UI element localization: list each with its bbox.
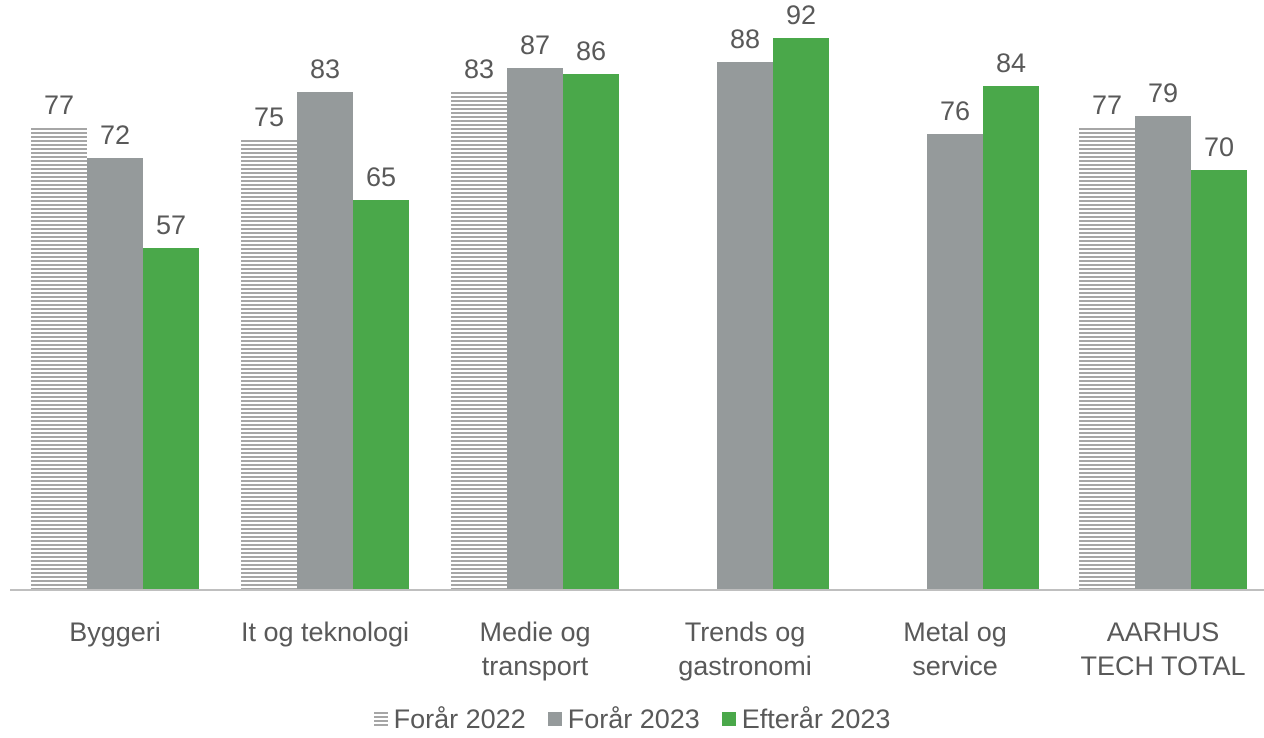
bars-layer bbox=[31, 38, 1247, 590]
legend-label: Efterår 2023 bbox=[741, 703, 891, 734]
bar-top-edge bbox=[241, 140, 297, 142]
bar-top-edge bbox=[451, 92, 507, 94]
bar bbox=[927, 134, 983, 590]
value-label: 77 bbox=[1092, 90, 1122, 120]
legend: Forår 2022 Forår 2023 Efterår 2023 bbox=[0, 700, 1264, 738]
value-label: 86 bbox=[576, 36, 606, 66]
category-label-line: service bbox=[912, 651, 998, 681]
legend-swatch bbox=[721, 712, 736, 726]
bar-top-edge bbox=[1079, 128, 1135, 130]
bar bbox=[563, 74, 619, 590]
bar bbox=[773, 38, 829, 590]
legend-label: Forår 2023 bbox=[567, 703, 700, 734]
bar bbox=[717, 62, 773, 590]
bar bbox=[1135, 116, 1191, 590]
bar-top-edge bbox=[31, 128, 87, 130]
bar bbox=[143, 248, 199, 590]
value-label: 77 bbox=[44, 90, 74, 120]
category-label-line: Byggeri bbox=[69, 617, 161, 647]
value-label: 57 bbox=[156, 210, 186, 240]
value-label: 84 bbox=[996, 48, 1026, 78]
bar bbox=[983, 86, 1039, 590]
value-label: 83 bbox=[464, 54, 494, 84]
category-label-line: TECH TOTAL bbox=[1080, 651, 1245, 681]
legend-swatch bbox=[373, 712, 388, 726]
legend-item: Forår 2022 bbox=[373, 703, 526, 735]
category-label-line: Medie og bbox=[479, 617, 590, 647]
category-label-line: AARHUS bbox=[1107, 617, 1220, 647]
bar bbox=[241, 140, 297, 590]
value-label: 72 bbox=[100, 120, 130, 150]
bar bbox=[31, 128, 87, 590]
value-label: 88 bbox=[730, 24, 760, 54]
bar bbox=[1191, 170, 1247, 590]
bar bbox=[507, 68, 563, 590]
category-label-line: Trends og bbox=[685, 617, 806, 647]
bar bbox=[451, 92, 507, 590]
bar bbox=[353, 200, 409, 590]
bar bbox=[87, 158, 143, 590]
bar bbox=[1079, 128, 1135, 590]
value-label: 79 bbox=[1148, 78, 1178, 108]
value-labels-layer: 77 72 57 75 83 65 83 87 86 88 92 76 84 77 79 70 bbox=[44, 0, 1234, 240]
category-label: It og teknologi bbox=[241, 617, 409, 647]
category-label: Trends og gastronomi bbox=[678, 617, 812, 681]
category-label: Metal og service bbox=[903, 617, 1007, 681]
value-label: 76 bbox=[940, 96, 970, 126]
value-label: 92 bbox=[786, 0, 816, 30]
legend-label: Forår 2022 bbox=[393, 703, 526, 734]
legend-swatch bbox=[547, 712, 562, 726]
legend-item: Efterår 2023 bbox=[721, 703, 891, 735]
value-label: 70 bbox=[1204, 132, 1234, 162]
legend-item: Forår 2023 bbox=[547, 703, 700, 735]
category-label-line: It og teknologi bbox=[241, 617, 409, 647]
category-label: Medie og transport bbox=[479, 617, 590, 681]
category-labels-layer: Byggeri It og teknologi Medie og transport T… bbox=[69, 617, 1245, 681]
category-label: AARHUS TECH TOTAL bbox=[1080, 617, 1245, 681]
value-label: 65 bbox=[366, 162, 396, 192]
value-label: 87 bbox=[520, 30, 550, 60]
category-label-line: Metal og bbox=[903, 617, 1007, 647]
value-label: 75 bbox=[254, 102, 284, 132]
value-label: 83 bbox=[310, 54, 340, 84]
category-label: Byggeri bbox=[69, 617, 161, 647]
bar-chart: 77 72 57 75 83 65 83 87 86 88 92 76 84 77 79 70 Byggeri… bbox=[10, 0, 1264, 681]
bar bbox=[297, 92, 353, 590]
category-label-line: transport bbox=[482, 651, 589, 681]
category-label-line: gastronomi bbox=[678, 651, 812, 681]
